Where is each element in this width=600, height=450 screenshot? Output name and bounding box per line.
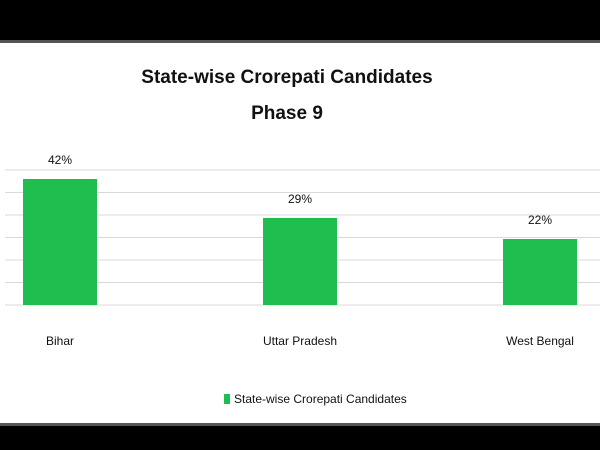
bar-west-bengal <box>503 239 577 305</box>
data-label: 29% <box>288 192 312 206</box>
chart-frame: State-wise Crorepati Candidates Phase 9 … <box>0 40 600 426</box>
bar-chart: State-wise Crorepati Candidates Phase 9 … <box>5 67 600 406</box>
bar-bihar <box>23 179 97 305</box>
category-label: Uttar Pradesh <box>263 334 337 348</box>
legend: State-wise Crorepati Candidates <box>224 392 407 406</box>
data-label: 42% <box>48 153 72 167</box>
category-labels: Bihar Uttar Pradesh West Bengal <box>46 334 574 348</box>
legend-swatch <box>224 394 230 404</box>
chart-title: State-wise Crorepati Candidates <box>141 67 432 88</box>
category-label: West Bengal <box>506 334 574 348</box>
bars <box>23 179 577 305</box>
category-label: Bihar <box>46 334 74 348</box>
legend-label: State-wise Crorepati Candidates <box>234 392 407 406</box>
data-label: 22% <box>528 213 552 227</box>
data-labels: 42% 29% 22% <box>48 153 552 227</box>
chart-subtitle: Phase 9 <box>251 103 323 124</box>
bar-uttar-pradesh <box>263 218 337 305</box>
